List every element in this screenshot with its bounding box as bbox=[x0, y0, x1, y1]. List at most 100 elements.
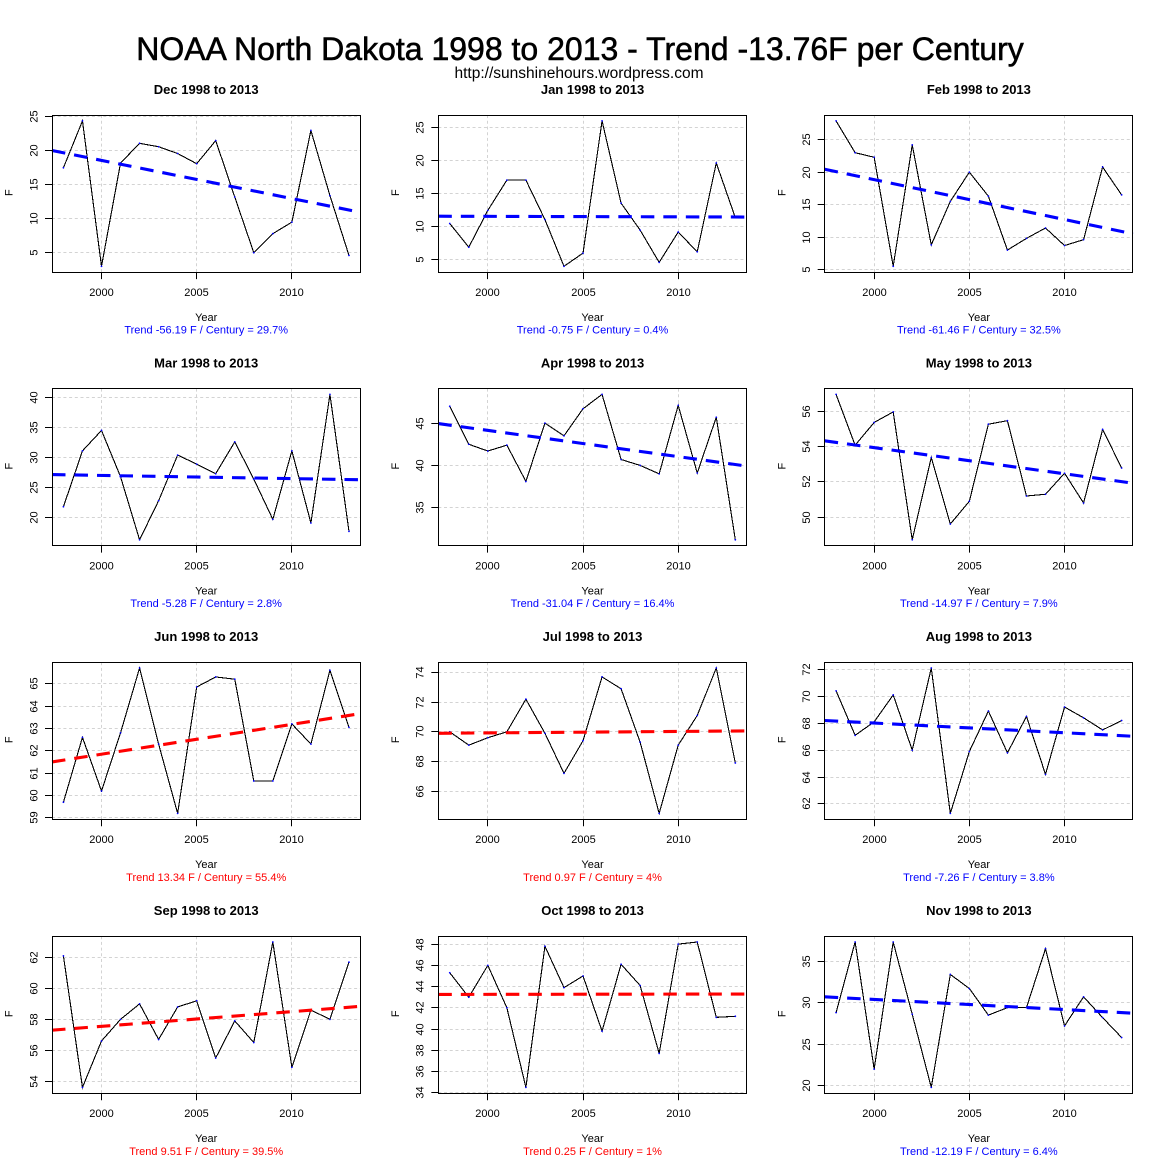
svg-text:20: 20 bbox=[28, 144, 40, 156]
svg-text:68: 68 bbox=[801, 717, 813, 729]
svg-text:59: 59 bbox=[28, 811, 40, 823]
svg-text:Trend -61.46 F / Century = 32.: Trend -61.46 F / Century = 32.5% bbox=[897, 325, 1061, 337]
svg-text:2000: 2000 bbox=[475, 1108, 499, 1120]
svg-text:34: 34 bbox=[415, 1086, 427, 1098]
svg-text:2000: 2000 bbox=[475, 560, 499, 572]
svg-text:40: 40 bbox=[415, 459, 427, 471]
svg-text:Year: Year bbox=[195, 585, 218, 597]
svg-text:Nov 1998 to 2013: Nov 1998 to 2013 bbox=[926, 903, 1032, 918]
svg-text:2005: 2005 bbox=[957, 287, 981, 299]
svg-text:2000: 2000 bbox=[862, 834, 886, 846]
svg-text:52: 52 bbox=[801, 475, 813, 487]
svg-text:NOAA North Dakota 1998 to 2013: NOAA North Dakota 1998 to 2013 - Trend -… bbox=[136, 31, 1024, 67]
svg-text:2005: 2005 bbox=[571, 560, 595, 572]
svg-text:2000: 2000 bbox=[89, 287, 113, 299]
svg-text:Year: Year bbox=[581, 585, 604, 597]
svg-text:62: 62 bbox=[28, 744, 40, 756]
svg-text:35: 35 bbox=[415, 501, 427, 513]
svg-text:10: 10 bbox=[415, 220, 427, 232]
svg-text:2000: 2000 bbox=[475, 834, 499, 846]
svg-text:70: 70 bbox=[801, 690, 813, 702]
svg-text:Trend -12.19 F / Century = 6.4: Trend -12.19 F / Century = 6.4% bbox=[900, 1146, 1058, 1158]
svg-text:Year: Year bbox=[195, 1133, 218, 1145]
svg-text:Year: Year bbox=[581, 859, 604, 871]
svg-text:F: F bbox=[776, 736, 788, 743]
svg-text:F: F bbox=[4, 736, 16, 743]
svg-text:70: 70 bbox=[415, 725, 427, 737]
svg-text:36: 36 bbox=[415, 1065, 427, 1077]
svg-text:42: 42 bbox=[415, 1001, 427, 1013]
svg-text:F: F bbox=[390, 1010, 402, 1017]
svg-text:Oct 1998 to 2013: Oct 1998 to 2013 bbox=[541, 903, 644, 918]
svg-text:2010: 2010 bbox=[1052, 1108, 1076, 1120]
svg-text:Year: Year bbox=[968, 859, 991, 871]
svg-text:Trend -0.75 F / Century = 0.4%: Trend -0.75 F / Century = 0.4% bbox=[517, 325, 669, 337]
svg-text:15: 15 bbox=[28, 178, 40, 190]
svg-text:15: 15 bbox=[415, 187, 427, 199]
svg-text:2000: 2000 bbox=[862, 560, 886, 572]
svg-text:2000: 2000 bbox=[862, 1108, 886, 1120]
svg-text:58: 58 bbox=[28, 1013, 40, 1025]
svg-text:62: 62 bbox=[28, 951, 40, 963]
svg-text:Year: Year bbox=[195, 312, 218, 324]
svg-text:30: 30 bbox=[28, 451, 40, 463]
svg-text:Trend 0.25 F / Century = 1%: Trend 0.25 F / Century = 1% bbox=[523, 1146, 662, 1158]
svg-text:64: 64 bbox=[28, 700, 40, 712]
svg-text:2000: 2000 bbox=[475, 287, 499, 299]
svg-text:Trend 13.34 F / Century = 55.4: Trend 13.34 F / Century = 55.4% bbox=[126, 872, 286, 884]
svg-text:44: 44 bbox=[415, 980, 427, 992]
svg-text:Trend 0.97 F / Century = 4%: Trend 0.97 F / Century = 4% bbox=[523, 872, 662, 884]
svg-text:F: F bbox=[776, 189, 788, 196]
svg-text:5: 5 bbox=[28, 249, 40, 255]
svg-text:F: F bbox=[390, 736, 402, 743]
svg-text:65: 65 bbox=[28, 677, 40, 689]
svg-text:25: 25 bbox=[415, 121, 427, 133]
svg-text:56: 56 bbox=[28, 1044, 40, 1056]
svg-text:2005: 2005 bbox=[571, 1108, 595, 1120]
svg-text:63: 63 bbox=[28, 722, 40, 734]
svg-text:2005: 2005 bbox=[571, 834, 595, 846]
svg-text:Year: Year bbox=[581, 312, 604, 324]
svg-text:Year: Year bbox=[968, 585, 991, 597]
svg-text:Mar 1998 to 2013: Mar 1998 to 2013 bbox=[154, 356, 258, 371]
svg-text:61: 61 bbox=[28, 767, 40, 779]
svg-text:F: F bbox=[390, 462, 402, 469]
svg-text:2000: 2000 bbox=[89, 834, 113, 846]
svg-text:2000: 2000 bbox=[89, 560, 113, 572]
svg-text:25: 25 bbox=[28, 110, 40, 122]
svg-text:F: F bbox=[776, 462, 788, 469]
svg-text:30: 30 bbox=[801, 996, 813, 1008]
svg-text:2010: 2010 bbox=[279, 560, 303, 572]
svg-text:45: 45 bbox=[415, 417, 427, 429]
svg-text:54: 54 bbox=[28, 1075, 40, 1087]
svg-text:20: 20 bbox=[801, 1079, 813, 1091]
svg-text:2005: 2005 bbox=[957, 1108, 981, 1120]
svg-text:Trend -56.19 F / Century = 29.: Trend -56.19 F / Century = 29.7% bbox=[124, 325, 288, 337]
svg-text:2005: 2005 bbox=[184, 560, 208, 572]
svg-text:F: F bbox=[4, 189, 16, 196]
svg-text:66: 66 bbox=[415, 785, 427, 797]
svg-text:72: 72 bbox=[801, 663, 813, 675]
svg-text:46: 46 bbox=[415, 959, 427, 971]
svg-text:35: 35 bbox=[801, 955, 813, 967]
svg-text:http://sunshinehours.wordpress: http://sunshinehours.wordpress.com bbox=[455, 65, 704, 82]
svg-text:74: 74 bbox=[415, 666, 427, 678]
svg-text:2010: 2010 bbox=[1052, 834, 1076, 846]
svg-text:Year: Year bbox=[968, 1133, 991, 1145]
svg-text:10: 10 bbox=[28, 212, 40, 224]
svg-text:2010: 2010 bbox=[279, 1108, 303, 1120]
svg-text:25: 25 bbox=[28, 481, 40, 493]
svg-text:60: 60 bbox=[28, 982, 40, 994]
svg-text:20: 20 bbox=[28, 511, 40, 523]
svg-text:Aug 1998 to 2013: Aug 1998 to 2013 bbox=[926, 629, 1032, 644]
svg-text:66: 66 bbox=[801, 744, 813, 756]
svg-text:20: 20 bbox=[801, 166, 813, 178]
svg-text:35: 35 bbox=[28, 421, 40, 433]
svg-text:68: 68 bbox=[415, 755, 427, 767]
svg-text:2005: 2005 bbox=[184, 834, 208, 846]
svg-text:2010: 2010 bbox=[666, 834, 690, 846]
svg-text:2010: 2010 bbox=[279, 287, 303, 299]
svg-text:20: 20 bbox=[415, 154, 427, 166]
svg-text:2010: 2010 bbox=[666, 560, 690, 572]
svg-text:25: 25 bbox=[801, 133, 813, 145]
